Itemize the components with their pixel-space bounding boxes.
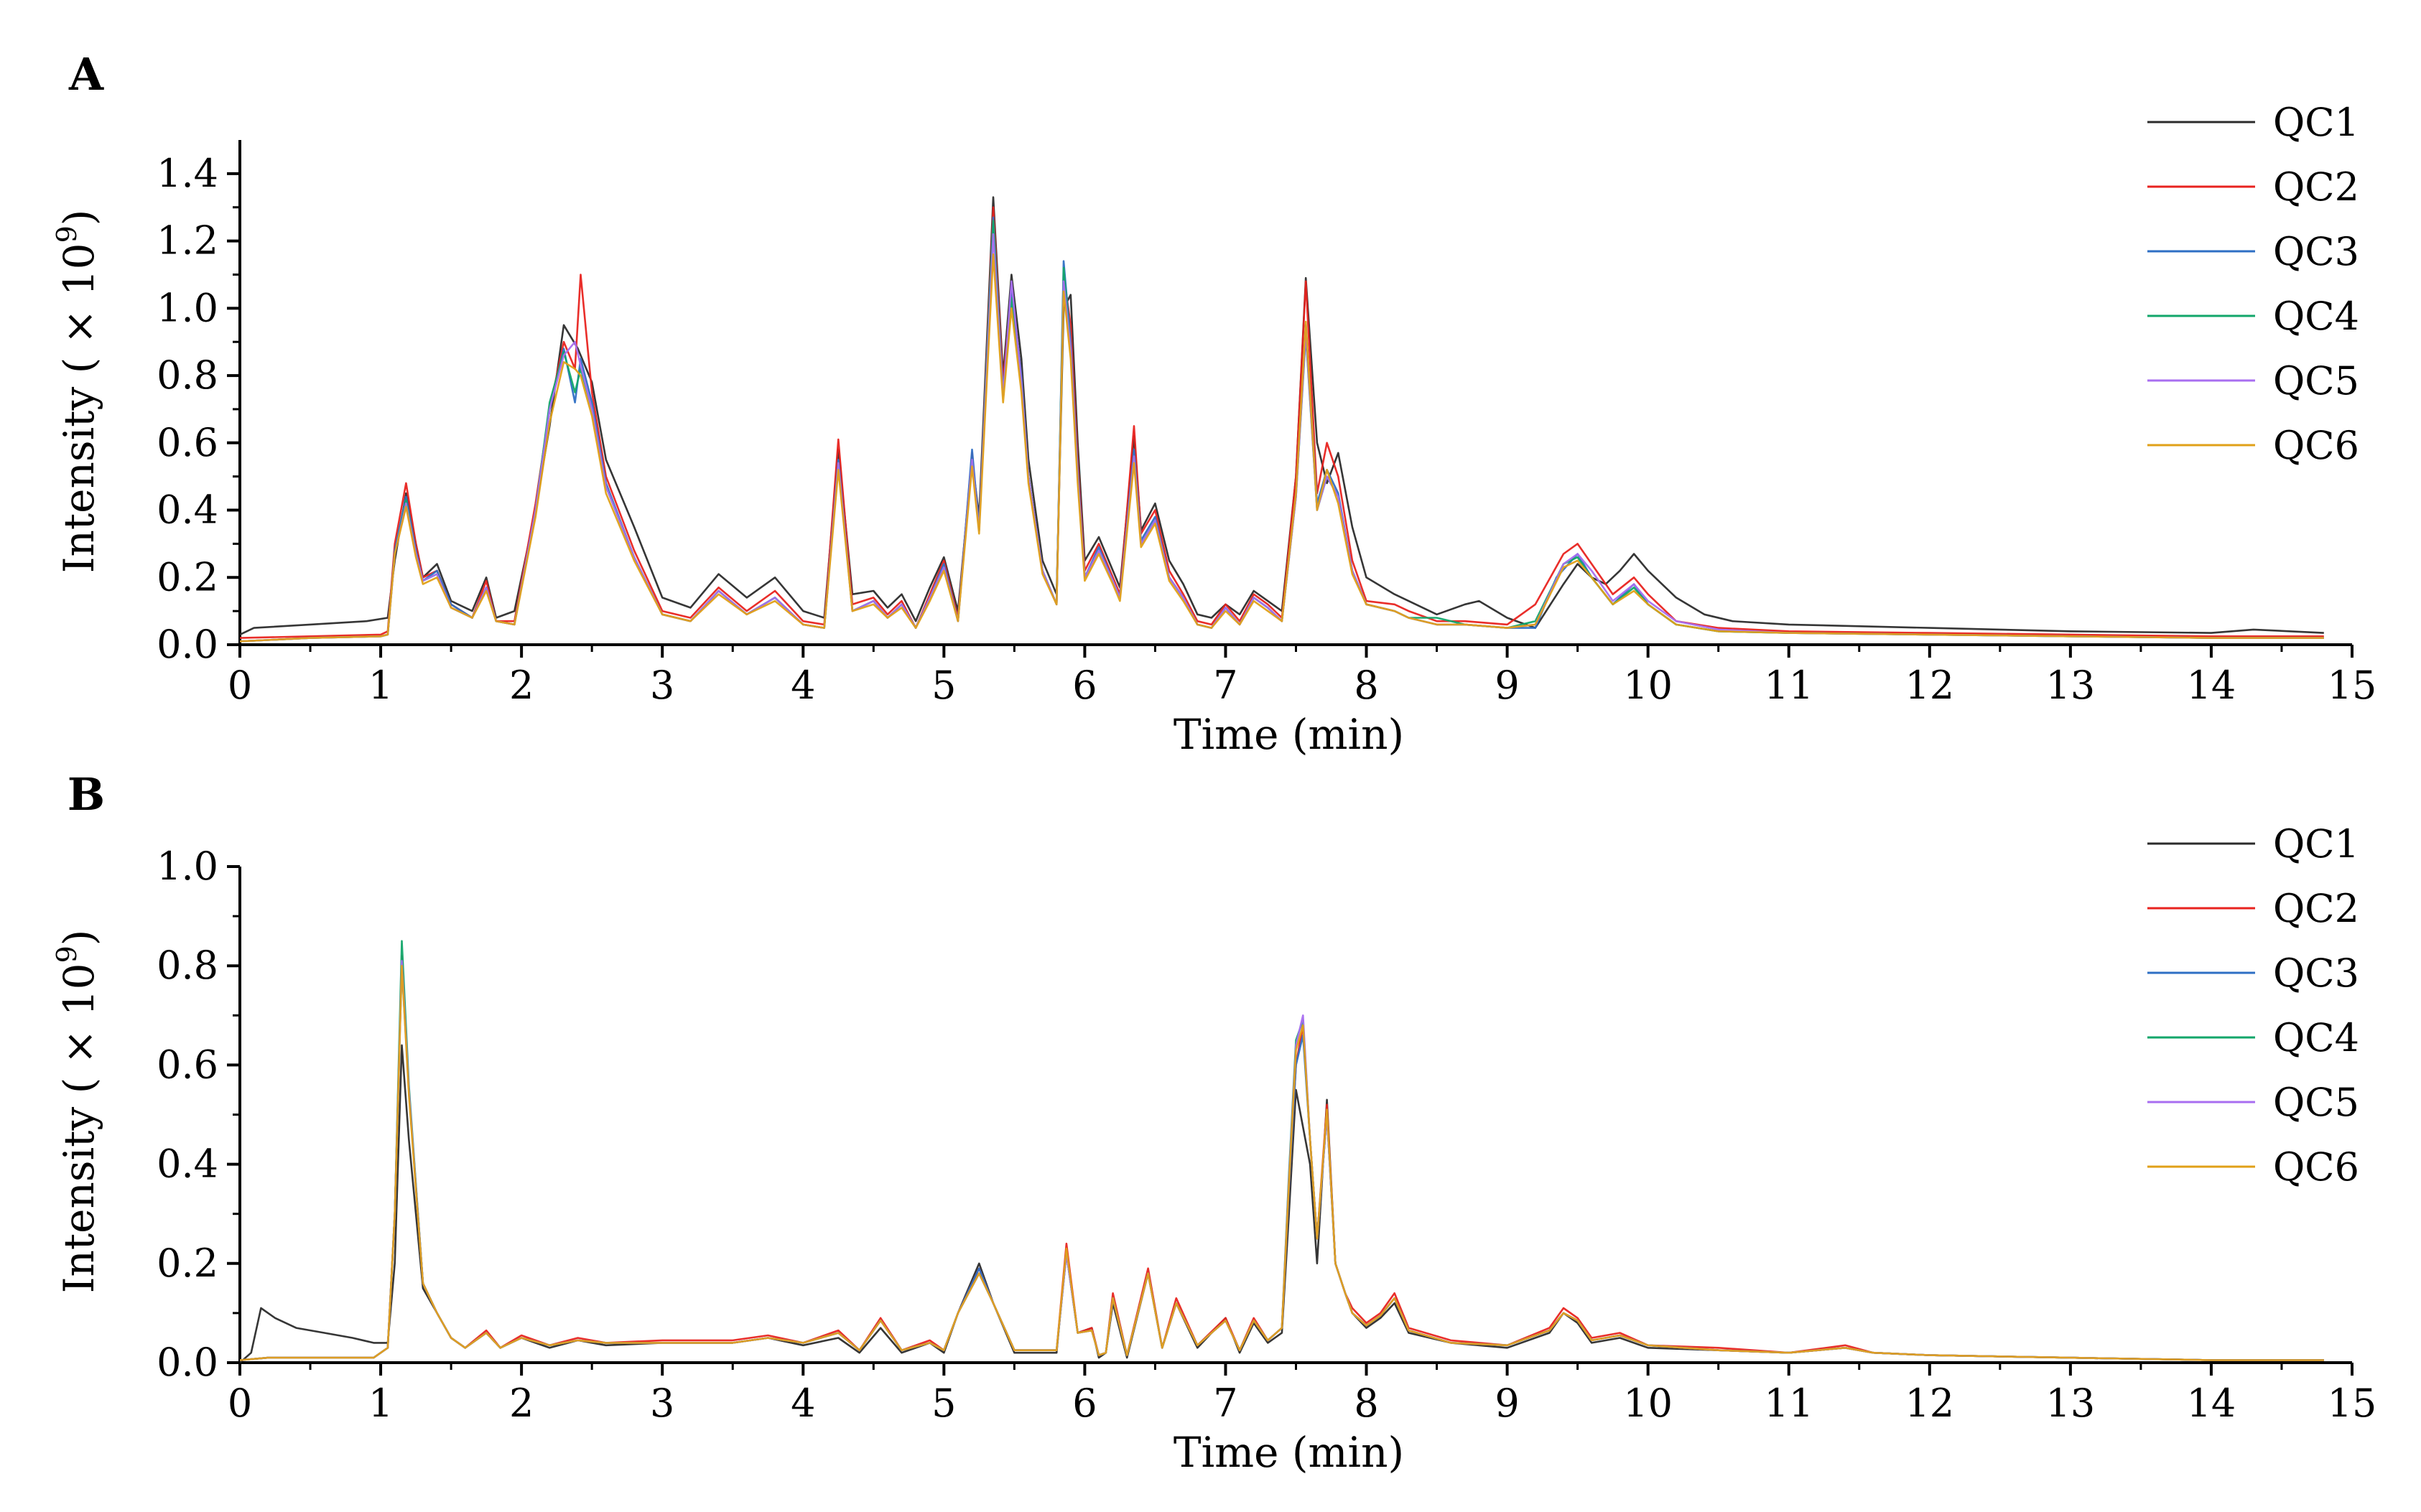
series-line-qc3 [240,964,2324,1361]
series-line-qc6 [240,964,2324,1361]
legend-label: QC1 [2273,821,2359,867]
y-tick-label: 0.8 [157,943,218,988]
y-axis-title-main: Intensity ( × 10 [55,963,103,1293]
y-tick-label: 0.0 [157,1340,218,1385]
y-tick-label: 0.4 [157,487,218,533]
x-tick-label: 14 [2187,1381,2236,1426]
x-tick-label: 7 [1213,663,1237,708]
x-tick-label: 12 [1905,663,1954,708]
legend-label: QC2 [2273,164,2359,210]
legend-label: QC5 [2273,358,2359,403]
panel-b: B0 1 2 3 4 5 6 7 8 9 10 11 12 13 14 150.00.20.40.60.81.… [51,768,2376,1477]
panel-label: A [68,48,104,101]
x-tick-label: 7 [1213,1381,1237,1426]
x-tick-label: 15 [2328,663,2377,708]
x-tick-label: 3 [650,663,674,708]
series-line-qc4 [240,220,2324,643]
series-line-qc2 [240,955,2324,1361]
x-tick-label: 5 [931,1381,956,1426]
x-tick-label: 0 [228,1381,252,1426]
x-tick-label: 15 [2328,1381,2377,1426]
x-tick-label: 6 [1072,1381,1097,1426]
y-tick-label: 1.0 [157,285,218,330]
x-tick-label: 11 [1764,1381,1813,1426]
legend-label: QC5 [2273,1080,2359,1125]
y-axis-title-main: Intensity ( × 10 [55,243,103,573]
x-axis-title: Time (min) [1174,710,1404,759]
legend-label: QC3 [2273,951,2359,996]
x-tick-label: 12 [1905,1381,1954,1426]
series-line-qc5 [240,960,2324,1361]
x-tick-label: 13 [2046,1381,2096,1426]
y-tick-label: 0.2 [157,1241,218,1286]
y-axis-title: Intensity ( × 109) [51,930,103,1294]
x-tick-label: 4 [791,663,815,708]
y-tick-label: 0.6 [157,420,218,465]
legend-label: QC4 [2273,1015,2359,1060]
legend-label: QC4 [2273,294,2359,339]
y-axis-title-close: ) [55,210,103,226]
y-tick-label: 0.8 [157,353,218,398]
legend-label: QC2 [2273,886,2359,931]
x-axis-title: Time (min) [1174,1428,1404,1477]
x-tick-label: 6 [1072,663,1097,708]
x-tick-label: 8 [1354,1381,1378,1426]
x-tick-label: 11 [1764,663,1813,708]
y-tick-label: 1.0 [157,844,218,889]
x-tick-label: 10 [1623,663,1673,708]
x-tick-label: 5 [931,663,956,708]
x-tick-label: 2 [509,1381,534,1426]
y-axis-title-close: ) [55,930,103,946]
series-line-qc4 [240,940,2324,1361]
series-line-qc5 [240,233,2324,643]
y-tick-label: 0.6 [157,1042,218,1087]
x-tick-label: 9 [1495,663,1519,708]
y-axis-title: Intensity ( × 109) [51,210,103,574]
y-axis-title-exponent: 9 [51,946,83,963]
series-line-qc3 [240,216,2324,643]
x-tick-label: 14 [2187,663,2236,708]
x-tick-label: 2 [509,663,534,708]
legend-label: QC6 [2273,423,2359,468]
x-tick-label: 3 [650,1381,674,1426]
x-tick-label: 1 [368,1381,393,1426]
legend-label: QC1 [2273,100,2359,145]
y-tick-label: 1.2 [157,218,218,263]
series-line-qc6 [240,253,2324,643]
y-tick-label: 0.4 [157,1142,218,1187]
series-line-qc2 [240,206,2324,639]
series-line-qc1 [240,196,2324,636]
y-tick-label: 1.4 [157,151,218,196]
x-tick-label: 0 [228,663,252,708]
y-tick-label: 0.0 [157,622,218,667]
panel-a: A0 1 2 3 4 5 6 7 8 9 10 11 12 13 14 150.00.20.40.60.81.… [51,48,2376,759]
x-tick-label: 13 [2046,663,2096,708]
y-tick-label: 0.2 [157,554,218,599]
legend-label: QC3 [2273,229,2359,274]
x-tick-label: 10 [1623,1381,1673,1426]
panel-label: B [68,768,105,821]
x-tick-label: 4 [791,1381,815,1426]
legend-label: QC6 [2273,1144,2359,1190]
x-tick-label: 1 [368,663,393,708]
x-tick-label: 9 [1495,1381,1519,1426]
y-axis-title-exponent: 9 [51,225,83,243]
x-tick-label: 8 [1354,663,1378,708]
